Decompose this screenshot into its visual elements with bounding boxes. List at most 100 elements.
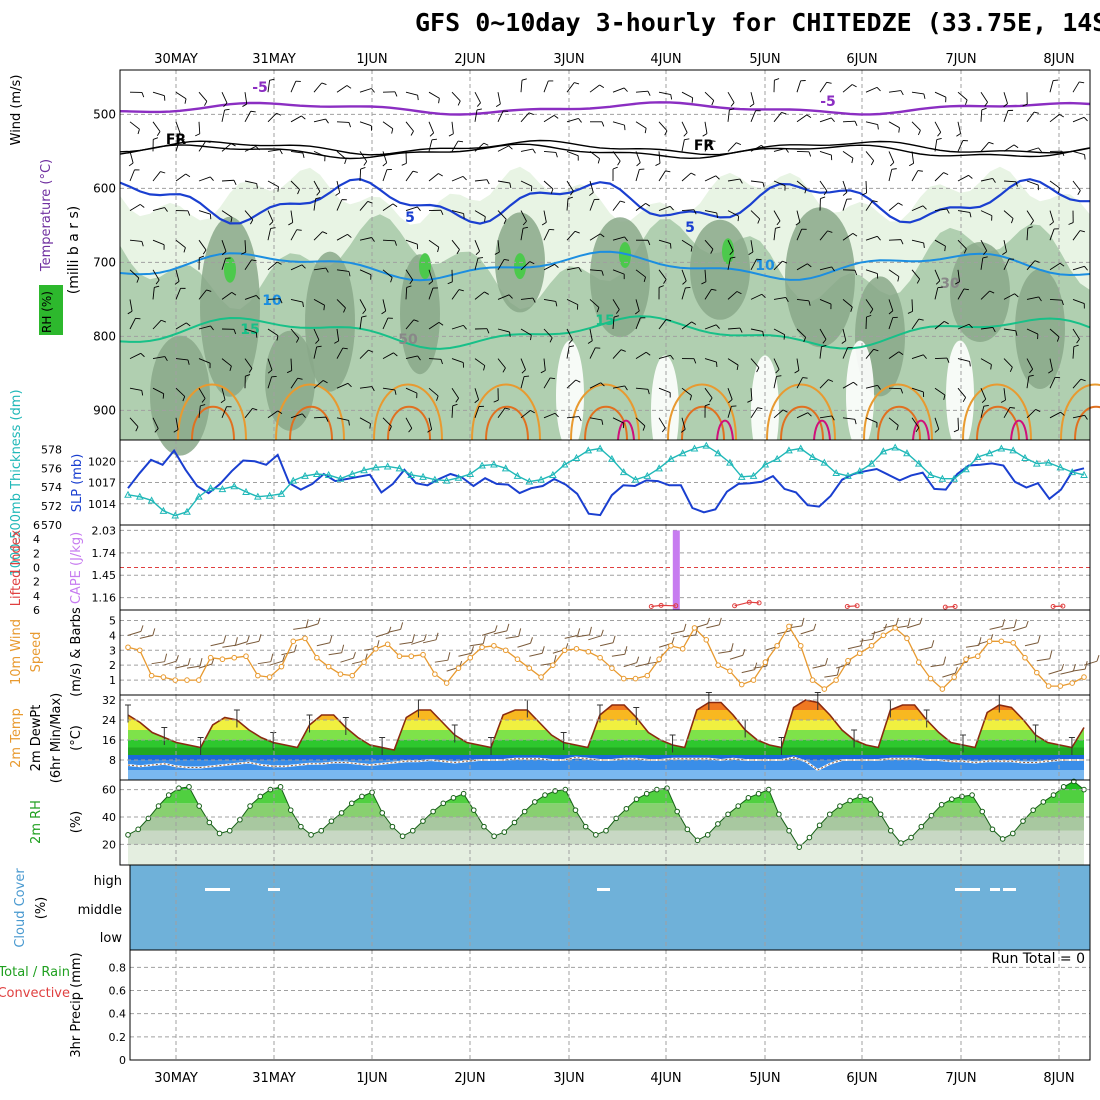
wind-barb <box>934 417 940 430</box>
wind-barb-flag <box>363 161 368 166</box>
wind-barb <box>520 410 531 419</box>
li-point <box>942 604 948 610</box>
wind-barb-flag <box>774 78 780 81</box>
wind-barb <box>198 325 211 330</box>
wind-barb <box>359 269 372 276</box>
legend-convective: Convective <box>0 986 70 1001</box>
wind-barb <box>313 380 324 389</box>
wind-barb <box>290 358 293 371</box>
thickness-point <box>608 454 616 462</box>
rh-point <box>287 807 294 813</box>
date-label-bottom: 6JUN <box>846 1071 877 1086</box>
wind-barb <box>474 179 487 182</box>
wind-barb <box>727 257 731 270</box>
wind-barb-flag <box>757 407 763 410</box>
wind-barb-flag <box>528 112 534 116</box>
rh-point <box>887 827 894 834</box>
wind-barb <box>1072 298 1085 304</box>
wind-barb-10m <box>411 639 425 645</box>
thickness-point <box>383 462 392 470</box>
wind-barb <box>382 151 388 163</box>
wind-barb-flag <box>175 132 181 137</box>
wind-barb <box>428 139 433 152</box>
wind-barb-flag <box>1084 266 1088 271</box>
wind-barb <box>681 209 694 212</box>
wind-barb-flag <box>371 88 375 93</box>
wind-barb <box>175 288 181 300</box>
rh-shade-90 <box>619 242 631 268</box>
wind-barb-flag <box>1009 367 1013 372</box>
wind-barb <box>911 239 924 244</box>
wind-barb <box>313 198 317 211</box>
rh-point <box>186 784 192 790</box>
wind-barb-flag <box>601 270 604 276</box>
wind-barb-10m-flag <box>707 617 710 625</box>
rh-shade-70 <box>590 217 650 338</box>
wind-barb <box>1049 358 1053 371</box>
wind-barb-flag <box>852 232 858 237</box>
wind-barb-flag <box>428 280 433 285</box>
wind-speed-point <box>904 635 910 642</box>
wind-barb-flag <box>851 158 854 164</box>
rh-dry-gap <box>651 355 679 466</box>
wind-barb <box>589 269 602 272</box>
wind-barb <box>704 324 717 330</box>
wind-barb-flag <box>1014 293 1019 298</box>
wind-barb-flag <box>302 152 305 158</box>
wind-barb <box>543 358 546 371</box>
wind-barb-flag <box>486 179 490 185</box>
wind-barb <box>658 170 666 182</box>
thickness-point <box>973 452 982 460</box>
wind-barb-flag <box>870 160 875 166</box>
wind-barb-flag <box>736 364 739 371</box>
wind-barb-flag <box>438 321 444 326</box>
wind-barb-flag <box>898 202 903 206</box>
thickness-point <box>584 446 593 454</box>
wind-speed-point <box>679 645 686 652</box>
wind-barb-flag <box>417 206 421 212</box>
wind-barb-flag <box>872 200 878 203</box>
wind-barb-flag <box>532 148 536 154</box>
wind-speed-point <box>196 677 202 683</box>
cloud-level-label: middle <box>78 903 122 918</box>
wind-barb <box>658 121 668 132</box>
isotherm-5 <box>119 177 1090 225</box>
wind-barb <box>1003 328 1016 332</box>
rh-shade-70 <box>690 219 750 320</box>
li-point <box>844 603 850 609</box>
wind-barb <box>198 141 206 152</box>
wind-barb-flag <box>458 289 464 292</box>
thickness-point <box>820 458 829 466</box>
wind-barb <box>727 406 732 418</box>
wind-tick-label: 4 <box>109 629 116 642</box>
wind-barb-flag <box>270 227 276 229</box>
wind-barb-flag <box>1061 300 1064 306</box>
rh-point <box>135 826 141 833</box>
rh-point <box>226 827 233 834</box>
wind-barb <box>313 150 326 157</box>
thickness-point <box>678 449 687 457</box>
wind-barb-flag <box>242 103 247 107</box>
wind-barb-flag <box>842 192 848 196</box>
temp-tick-label: 32 <box>102 694 116 707</box>
wind-barb-flag <box>943 172 949 176</box>
wind-barb <box>980 142 990 152</box>
wind-barb <box>727 142 737 152</box>
wind-barb-flag <box>195 133 200 137</box>
wind-barb-flag <box>230 143 236 147</box>
wind-barb-flag <box>1013 144 1019 149</box>
wind-barb <box>520 112 530 123</box>
wind-barb-10m <box>493 630 507 635</box>
wind-barb-10m-flag <box>931 640 935 648</box>
wind-barb <box>198 176 211 182</box>
wind-barb <box>819 266 832 271</box>
wind-barb-flag <box>891 168 897 170</box>
wind-barb-flag <box>575 379 581 383</box>
temp-line <box>127 699 1085 751</box>
wind-barb-flag <box>462 176 467 181</box>
wind-barb-flag <box>807 263 812 268</box>
wind-speed-point <box>880 632 887 639</box>
rh-point <box>776 811 782 818</box>
li-point <box>658 602 664 608</box>
thickness-point <box>348 469 357 477</box>
